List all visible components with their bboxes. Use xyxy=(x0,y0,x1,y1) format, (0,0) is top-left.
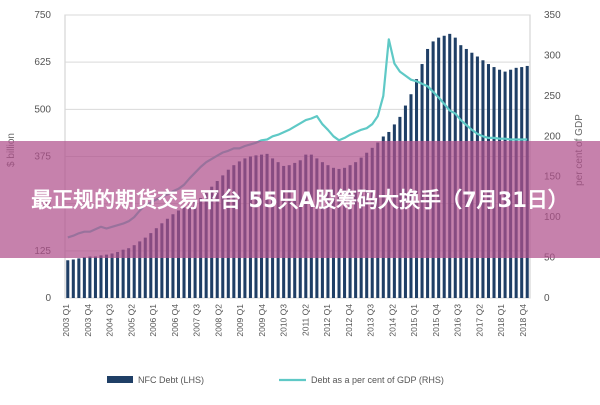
overlay-title: 最正规的期货交易平台 55只A股筹码大换手（7月31日） xyxy=(31,187,569,212)
x-tick-label: 2017 Q2 xyxy=(474,304,484,337)
x-tick-label: 2003 Q4 xyxy=(83,304,93,337)
x-tick-label: 2006 Q1 xyxy=(148,304,158,337)
x-tick-label: 2013 Q3 xyxy=(366,304,376,337)
bar xyxy=(143,237,147,298)
x-tick-label: 2015 Q1 xyxy=(409,304,419,337)
bar xyxy=(132,245,136,298)
bar xyxy=(93,256,97,298)
left-tick-label: 500 xyxy=(34,104,51,115)
x-tick-label: 2012 Q4 xyxy=(344,304,354,337)
x-tick-label: 2016 Q3 xyxy=(453,304,463,337)
right-tick-label: 350 xyxy=(544,10,561,21)
x-tick-label: 2003 Q1 xyxy=(61,304,71,337)
right-tick-label: 300 xyxy=(544,50,561,61)
bar xyxy=(149,233,153,298)
x-tick-label: 2006 Q4 xyxy=(170,304,180,337)
bar xyxy=(99,255,103,298)
x-tick-label: 2015 Q4 xyxy=(431,304,441,337)
right-tick-label: 250 xyxy=(544,91,561,102)
legend-label-line: Debt as a per cent of GDP (RHS) xyxy=(311,375,444,385)
bar xyxy=(71,259,75,298)
left-tick-label: 625 xyxy=(34,57,51,68)
bar xyxy=(110,253,114,298)
bar xyxy=(165,218,169,298)
legend-label-bar: NFC Debt (LHS) xyxy=(138,375,204,385)
bar xyxy=(121,249,125,298)
left-tick-label: 750 xyxy=(34,10,51,21)
right-tick-label: 200 xyxy=(544,131,561,142)
legend-swatch-bar xyxy=(107,376,133,383)
left-tick-label: 0 xyxy=(45,293,51,304)
x-tick-label: 2012 Q1 xyxy=(322,304,332,337)
bar xyxy=(127,248,131,298)
x-tick-label: 2010 Q3 xyxy=(279,304,289,337)
right-tick-label: 50 xyxy=(544,253,556,264)
x-tick-label: 2018 Q4 xyxy=(518,304,528,337)
right-tick-label: 0 xyxy=(544,293,550,304)
bar xyxy=(160,223,164,298)
bar xyxy=(116,251,120,298)
x-tick-label: 2005 Q2 xyxy=(126,304,136,337)
x-tick-label: 2014 Q2 xyxy=(387,304,397,337)
legend: NFC Debt (LHS) Debt as a per cent of GDP … xyxy=(107,375,444,385)
x-tick-label: 2004 Q3 xyxy=(105,304,115,337)
x-tick-label: 2011 Q2 xyxy=(300,304,310,336)
x-tick-label: 2007 Q3 xyxy=(192,304,202,337)
bar xyxy=(66,260,70,298)
x-tick-label: 2008 Q2 xyxy=(213,304,223,337)
bar xyxy=(77,258,81,298)
bar xyxy=(88,256,92,298)
overlay-banner: 最正规的期货交易平台 55只A股筹码大换手（7月31日） xyxy=(0,141,600,258)
x-tick-label: 2009 Q1 xyxy=(235,304,245,337)
bar xyxy=(138,241,142,298)
x-tick-label: 2018 Q1 xyxy=(496,304,506,337)
bar xyxy=(154,228,158,298)
x-tick-label: 2009 Q4 xyxy=(257,304,267,337)
bar xyxy=(82,257,86,298)
bar xyxy=(104,254,109,298)
